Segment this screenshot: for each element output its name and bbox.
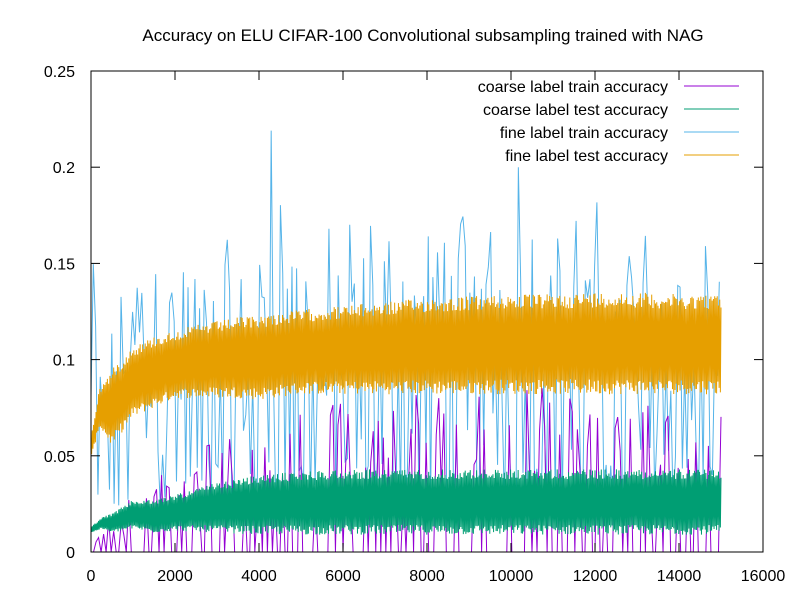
x-tick-label: 6000 [325, 568, 361, 585]
x-tick-label: 16000 [741, 568, 786, 585]
x-tick-label: 4000 [241, 568, 277, 585]
legend-label-1: coarse label test accuracy [483, 102, 668, 119]
x-tick-label: 14000 [657, 568, 702, 585]
y-tick-label: 0.2 [53, 160, 75, 177]
x-tick-label: 0 [87, 568, 96, 585]
legend-label-2: fine label train accuracy [500, 125, 668, 142]
y-tick-label: 0.1 [53, 353, 75, 370]
series-layer [90, 130, 722, 553]
y-tick-label: 0.15 [44, 256, 75, 273]
x-tick-label: 2000 [157, 568, 193, 585]
legend: coarse label train accuracy coarse label … [478, 79, 739, 165]
series-line-3 [90, 292, 722, 455]
ticks-layer: 0 2000 4000 6000 8000 10000 12000 14000 16000 0 0.… [44, 64, 785, 585]
x-tick-label: 10000 [489, 568, 534, 585]
legend-label-3: fine label test accuracy [505, 148, 668, 165]
series-line-1 [90, 469, 722, 535]
chart-title: Accuracy on ELU CIFAR-100 Convolutional … [142, 26, 703, 45]
y-tick-label: 0.05 [44, 449, 75, 466]
legend-label-0: coarse label train accuracy [478, 79, 668, 96]
y-tick-label: 0 [66, 545, 75, 562]
y-tick-label: 0.25 [44, 64, 75, 81]
x-tick-label: 12000 [573, 568, 618, 585]
x-tick-label: 8000 [409, 568, 445, 585]
